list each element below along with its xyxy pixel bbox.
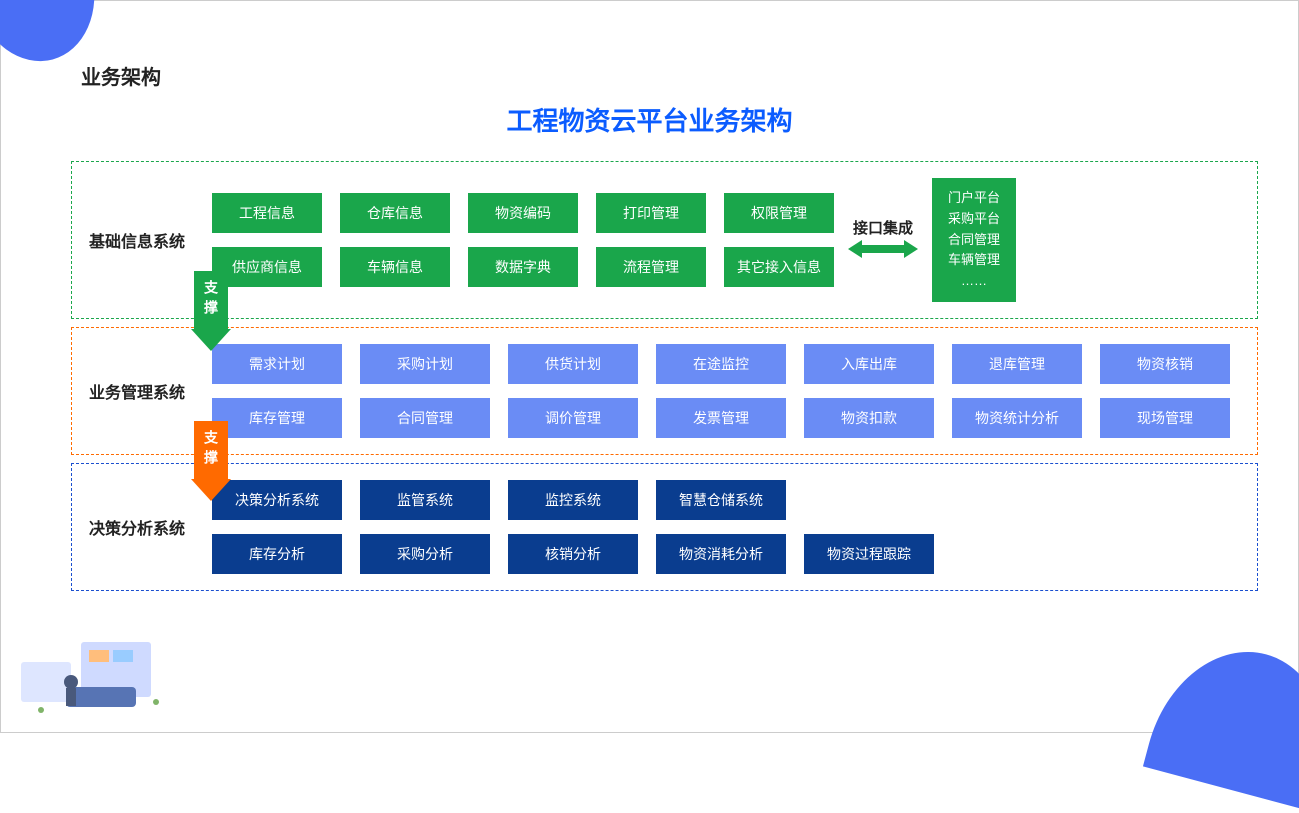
block: 智慧仓储系统 <box>656 480 786 520</box>
block: 采购分析 <box>360 534 490 574</box>
block: 车辆信息 <box>340 247 450 287</box>
block: 监控系统 <box>508 480 638 520</box>
block: 供货计划 <box>508 344 638 384</box>
block: 物资消耗分析 <box>656 534 786 574</box>
block: 工程信息 <box>212 193 322 233</box>
block: 退库管理 <box>952 344 1082 384</box>
block: 仓库信息 <box>340 193 450 233</box>
block-row: 供应商信息 车辆信息 数据字典 流程管理 其它接入信息 <box>212 247 834 287</box>
block: 物资过程跟踪 <box>804 534 934 574</box>
block: 在途监控 <box>656 344 786 384</box>
block: 其它接入信息 <box>724 247 834 287</box>
support-arrow-label: 支撑 <box>194 421 228 479</box>
block: 流程管理 <box>596 247 706 287</box>
block: 需求计划 <box>212 344 342 384</box>
corner-decoration-br <box>1143 631 1299 813</box>
block-row: 工程信息 仓库信息 物资编码 打印管理 权限管理 <box>212 193 834 233</box>
block: 物资统计分析 <box>952 398 1082 438</box>
footer-illustration <box>11 602 191 722</box>
block: 打印管理 <box>596 193 706 233</box>
integration-group: 接口集成 <box>848 217 918 263</box>
block: 库存分析 <box>212 534 342 574</box>
block: 物资扣款 <box>804 398 934 438</box>
section-basic-info: 基础信息系统 工程信息 仓库信息 物资编码 打印管理 权限管理 供应商信息 车辆… <box>71 161 1258 319</box>
support-arrow-label: 支撑 <box>194 271 228 329</box>
main-title: 工程物资云平台业务架构 <box>1 101 1298 138</box>
page-subtitle: 业务架构 <box>81 61 161 90</box>
integration-box: 门户平台 采购平台 合同管理 车辆管理 …… <box>932 178 1016 302</box>
section-label: 决策分析系统 <box>82 515 192 539</box>
block: 合同管理 <box>360 398 490 438</box>
block: 数据字典 <box>468 247 578 287</box>
support-arrow-green: 支撑 <box>191 271 231 351</box>
block: 库存管理 <box>212 398 342 438</box>
architecture-diagram: 基础信息系统 工程信息 仓库信息 物资编码 打印管理 权限管理 供应商信息 车辆… <box>71 161 1258 599</box>
block: 决策分析系统 <box>212 480 342 520</box>
block-row: 库存分析 采购分析 核销分析 物资消耗分析 物资过程跟踪 <box>212 534 1241 574</box>
block: 发票管理 <box>656 398 786 438</box>
block: 现场管理 <box>1100 398 1230 438</box>
block-row: 需求计划 采购计划 供货计划 在途监控 入库出库 退库管理 物资核销 <box>212 344 1241 384</box>
section-decision-analysis: 决策分析系统 决策分析系统 监管系统 监控系统 智慧仓储系统 库存分析 采购分析… <box>71 463 1258 591</box>
block-row: 库存管理 合同管理 调价管理 发票管理 物资扣款 物资统计分析 现场管理 <box>212 398 1241 438</box>
block: 物资核销 <box>1100 344 1230 384</box>
block-row: 决策分析系统 监管系统 监控系统 智慧仓储系统 <box>212 480 1241 520</box>
integration-label: 接口集成 <box>848 217 918 238</box>
block: 采购计划 <box>360 344 490 384</box>
block: 入库出库 <box>804 344 934 384</box>
double-arrow-icon <box>848 240 918 258</box>
block: 物资编码 <box>468 193 578 233</box>
support-arrow-orange: 支撑 <box>191 421 231 501</box>
block: 核销分析 <box>508 534 638 574</box>
section-label: 业务管理系统 <box>82 379 192 403</box>
section-business-mgmt: 业务管理系统 需求计划 采购计划 供货计划 在途监控 入库出库 退库管理 物资核… <box>71 327 1258 455</box>
block: 调价管理 <box>508 398 638 438</box>
block: 权限管理 <box>724 193 834 233</box>
block: 监管系统 <box>360 480 490 520</box>
section-label: 基础信息系统 <box>82 228 192 252</box>
